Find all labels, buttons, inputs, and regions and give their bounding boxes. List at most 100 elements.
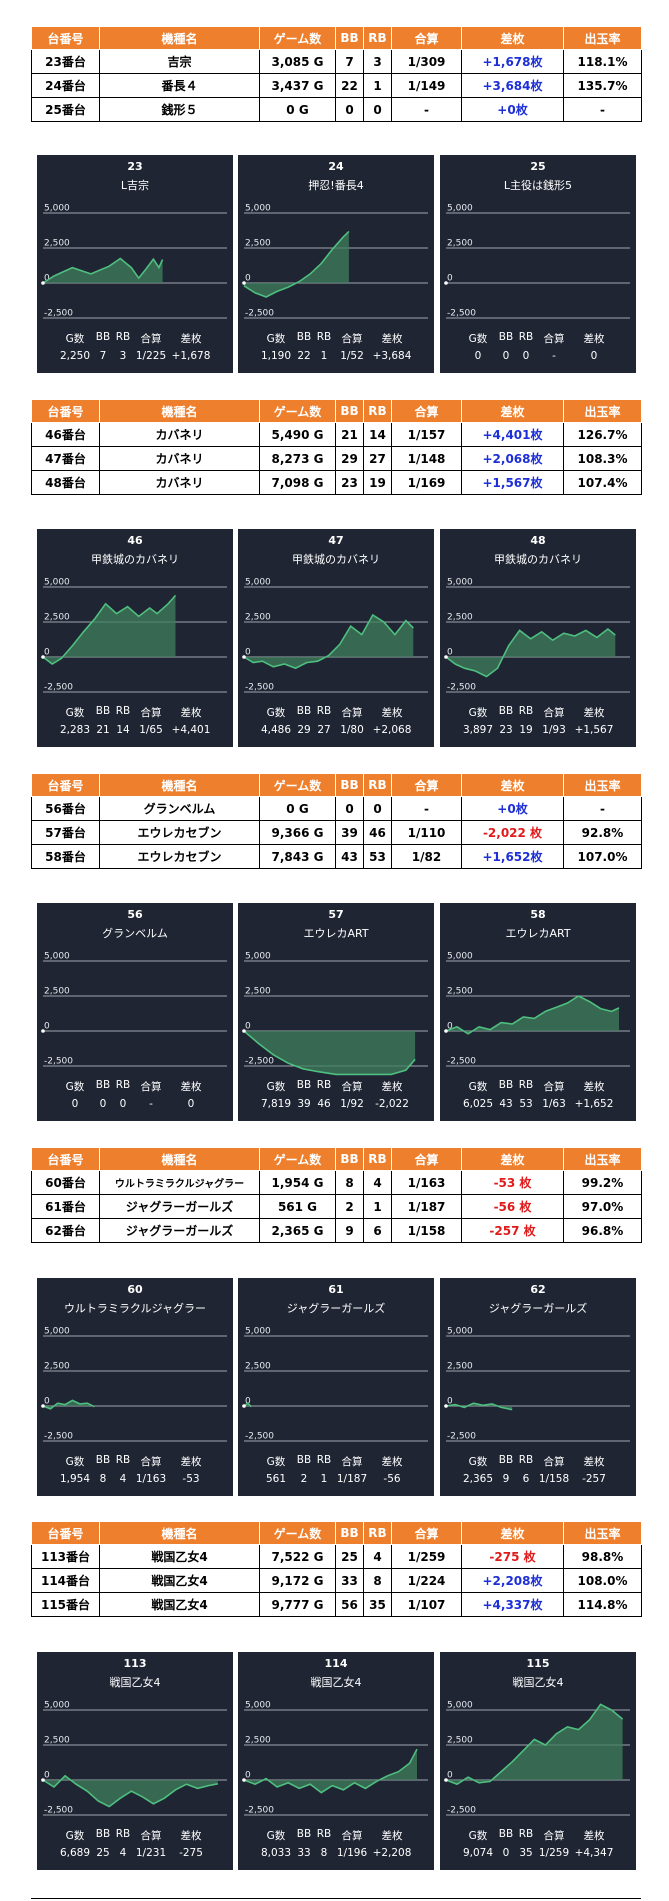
table-row[interactable]: 113番台 戦国乙女4 7,522 G 25 4 1/259 -275 枚 98.8% <box>31 1544 642 1569</box>
stats-value-bb: 8 <box>99 1473 107 1485</box>
slump-graph-panel[interactable]: 5,000 2,500 0 -2,500 113 戦国乙女4 G数 BB RB 合算 差枚 6,689… <box>37 1652 233 1870</box>
column-header: ゲーム数 <box>259 1521 336 1545</box>
slump-graph-panel[interactable]: 5,000 2,500 0 -2,500 57 エウレカART G数 BB RB 合算 差枚 7,81… <box>238 903 434 1121</box>
stats-label: G数 <box>468 1830 488 1842</box>
slump-graph-panel[interactable]: 5,000 2,500 0 -2,500 61 ジャグラーガールズ G数 BB RB 合算 差枚 56… <box>238 1278 434 1496</box>
stats-label: BB <box>498 1454 514 1466</box>
slump-graph-panel[interactable]: 5,000 2,500 0 -2,500 46 甲鉄城のカバネリ G数 BB RB 合算 差枚 2,2… <box>37 529 233 747</box>
stats-value-comb: 1/92 <box>340 1098 364 1110</box>
cell-comb: 1/107 <box>391 1592 462 1617</box>
axis-tick-label: 0 <box>44 1771 50 1781</box>
cell-rb: 53 <box>363 844 392 869</box>
cell-num: 113番台 <box>31 1544 100 1569</box>
slump-graph-panel[interactable]: 5,000 2,500 0 -2,500 48 甲鉄城のカバネリ G数 BB RB 合算 差枚 3,8… <box>440 529 636 747</box>
table-row[interactable]: 47番台 カバネリ 8,273 G 29 27 1/148 +2,068枚 108.3% <box>31 446 642 471</box>
panel-machine-name: 甲鉄城のカバネリ <box>292 553 380 566</box>
table-row[interactable]: 57番台 エウレカセブン 9,366 G 39 46 1/110 -2,022 枚 92.8% <box>31 820 642 845</box>
axis-tick-label: 0 <box>447 1022 453 1032</box>
slump-graph-panel[interactable]: 5,000 2,500 0 -2,500 115 戦国乙女4 G数 BB RB 合算 差枚 9,074… <box>440 1652 636 1870</box>
stats-label: 差枚 <box>381 1081 403 1093</box>
column-header: ゲーム数 <box>259 773 336 797</box>
stats-value-rb: 19 <box>519 724 533 736</box>
axis-tick-label: 2,500 <box>245 987 271 997</box>
slump-graph-panel[interactable]: 5,000 2,500 0 -2,500 58 エウレカART G数 BB RB 合算 差枚 6,02… <box>440 903 636 1121</box>
axis-tick-label: 5,000 <box>447 952 473 962</box>
column-header: 差枚 <box>461 26 564 50</box>
cell-bb: 56 <box>335 1592 364 1617</box>
cell-rb: 8 <box>363 1568 392 1593</box>
table-row[interactable]: 58番台 エウレカセブン 7,843 G 43 53 1/82 +1,652枚 107.0% <box>31 844 642 869</box>
table-row[interactable]: 61番台 ジャグラーガールズ 561 G 2 1 1/187 -56 枚 97.0% <box>31 1194 642 1219</box>
axis-tick-label: -2,500 <box>447 309 476 319</box>
stats-label: 合算 <box>140 1081 162 1093</box>
stats-label: 合算 <box>543 1830 565 1842</box>
cell-games: 0 G <box>259 796 336 821</box>
stats-value-bb: 22 <box>297 350 311 362</box>
table-row[interactable]: 60番台 ウルトラミラクルジャグラー 1,954 G 8 4 1/163 -53 枚 99.2… <box>31 1170 642 1195</box>
table-row[interactable]: 23番台 吉宗 3,085 G 7 3 1/309 +1,678枚 118.1% <box>31 49 642 74</box>
axis-tick-label: 5,000 <box>44 578 70 588</box>
table-row[interactable]: 46番台 カバネリ 5,490 G 21 14 1/157 +4,401枚 126.7% <box>31 422 642 447</box>
table-row[interactable]: 115番台 戦国乙女4 9,777 G 56 35 1/107 +4,337枚 114.8% <box>31 1592 642 1617</box>
cell-name: 戦国乙女4 <box>99 1544 260 1569</box>
table-header-row: 台番号 機種名 ゲーム数 BB RB 合算 差枚 出玉率 <box>31 26 642 50</box>
table-row[interactable]: 24番台 番長４ 3,437 G 22 1 1/149 +3,684枚 135.7% <box>31 73 642 98</box>
column-header: BB <box>335 1521 364 1545</box>
slump-graph: 5,000 2,500 0 -2,500 <box>242 1701 428 1816</box>
stats-label: RB <box>115 1079 131 1091</box>
table-row[interactable]: 114番台 戦国乙女4 9,172 G 33 8 1/224 +2,208枚 108.0% <box>31 1568 642 1593</box>
cell-num: 60番台 <box>31 1170 100 1195</box>
slump-graph-panel[interactable]: 5,000 2,500 0 -2,500 56 グランベルム G数 BB RB 合算 差枚 0 0 0-0 <box>37 903 233 1121</box>
start-point <box>242 1778 246 1782</box>
panel-machine-name: ジャグラーガールズ <box>488 1302 588 1315</box>
cell-bb: 23 <box>335 470 364 495</box>
start-point <box>242 655 246 659</box>
cell-name: ジャグラーガールズ <box>99 1194 260 1219</box>
stats-value-g: 2,365 <box>462 1473 494 1485</box>
stats-value-rb: 46 <box>317 1098 331 1110</box>
table-header-row: 台番号 機種名 ゲーム数 BB RB 合算 差枚 出玉率 <box>31 1521 642 1545</box>
cell-name: 吉宗 <box>99 49 260 74</box>
stats-table: 台番号 機種名 ゲーム数 BB RB 合算 差枚 出玉率 56番台 グランベルム 0 G 0 0- +0枚… <box>31 773 642 869</box>
table-row[interactable]: 62番台 ジャグラーガールズ 2,365 G 9 6 1/158 -257 枚 96.8% <box>31 1218 642 1243</box>
axis-tick-label: 5,000 <box>245 204 271 214</box>
slump-graph-panel[interactable]: 5,000 2,500 0 -2,500 62 ジャグラーガールズ G数 BB RB 合算 差枚 2,… <box>440 1278 636 1496</box>
slump-graph: 5,000 2,500 0 -2,500 <box>242 952 428 1076</box>
cell-comb: 1/309 <box>391 49 462 74</box>
slump-graph-panel[interactable]: 5,000 2,500 0 -2,500 23 L吉宗 G数 BB RB 合算 差枚 2,250 7 3 1… <box>37 155 233 373</box>
stats-label: BB <box>296 1454 312 1466</box>
axis-tick-label: 5,000 <box>245 952 271 962</box>
table-row[interactable]: 56番台 グランベルム 0 G 0 0- +0枚 - <box>31 796 642 821</box>
slump-graph-panel[interactable]: 5,000 2,500 0 -2,500 24 押忍!番長4 G数 BB RB 合算 差枚 1,190… <box>238 155 434 373</box>
stats-label-row: G数 BB RB 合算 差枚 <box>238 705 434 720</box>
panel-stats: G数 BB RB 合算 差枚 3,897 23 19 1/93 +1,567 <box>440 705 636 736</box>
axis-tick-label: -2,500 <box>447 683 476 693</box>
stats-label: 差枚 <box>583 333 605 345</box>
stats-value-diff: +1,652 <box>574 1098 614 1110</box>
slump-line <box>42 1774 218 1808</box>
stats-value-rb: 0 <box>522 350 530 362</box>
stats-label: BB <box>498 705 514 717</box>
slump-graph-panel[interactable]: 5,000 2,500 0 -2,500 25 L主役は銭形5 G数 BB RB 合算 差枚 0 0 0-… <box>440 155 636 373</box>
stats-value-row: 2,283 21 14 1/65 +4,401 <box>37 724 233 736</box>
cell-comb: 1/82 <box>391 844 462 869</box>
panel-number: 25 <box>530 160 546 173</box>
slump-line <box>445 627 616 678</box>
panel-machine-name: L主役は銭形5 <box>503 179 573 192</box>
column-header: RB <box>363 26 392 50</box>
stats-value-bb: 39 <box>297 1098 311 1110</box>
slump-graph-panel[interactable]: 5,000 2,500 0 -2,500 60 ウルトラミラクルジャグラー G数 BB RB 合算… <box>37 1278 233 1496</box>
stats-value-rb: 4 <box>119 1473 127 1485</box>
stats-value-rb: 14 <box>116 724 130 736</box>
slump-graph: 5,000 2,500 0 -2,500 <box>242 204 428 319</box>
cell-games: 1,954 G <box>259 1170 336 1195</box>
stats-value-g: 3,897 <box>462 724 494 736</box>
stats-value-comb: - <box>149 1098 153 1110</box>
table-row[interactable]: 48番台 カバネリ 7,098 G 23 19 1/169 +1,567枚 107.4% <box>31 470 642 495</box>
slump-graph-panel[interactable]: 5,000 2,500 0 -2,500 47 甲鉄城のカバネリ G数 BB RB 合算 差枚 4,4… <box>238 529 434 747</box>
table-row[interactable]: 25番台 銭形５ 0 G 0 0- +0枚 - <box>31 97 642 122</box>
slump-graph-panel[interactable]: 5,000 2,500 0 -2,500 114 戦国乙女4 G数 BB RB 合算 差枚 8,033… <box>238 1652 434 1870</box>
axis-tick-label: 2,500 <box>447 1736 473 1746</box>
stats-value-g: 2,250 <box>59 350 91 362</box>
cell-diff: -53 枚 <box>461 1170 564 1195</box>
